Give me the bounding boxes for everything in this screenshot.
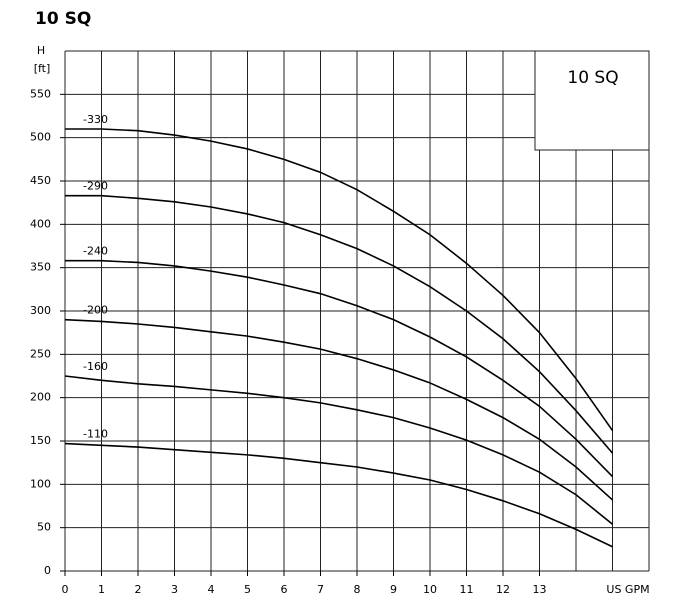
y-tick-label: 0 — [44, 564, 51, 577]
pump-curve — [65, 128, 614, 432]
y-axis-unit: [ft] — [34, 62, 51, 75]
y-tick-label: 50 — [37, 521, 51, 534]
x-tick-label: 4 — [208, 583, 215, 596]
x-tick-label: 7 — [317, 583, 324, 596]
y-tick-label: 250 — [30, 347, 51, 360]
name-box-label: 10 SQ — [567, 68, 618, 88]
x-tick-label: 13 — [533, 583, 547, 596]
x-tick-label: 10 — [423, 583, 437, 596]
x-tick-label: 9 — [390, 583, 397, 596]
curve-label: -160 — [83, 360, 108, 373]
curve-label: -290 — [83, 180, 108, 193]
curve-label: -240 — [83, 245, 108, 258]
y-axis-label: H — [37, 44, 45, 57]
y-tick-label: 200 — [30, 391, 51, 404]
y-tick-label: 550 — [30, 87, 51, 100]
y-tick-label: 450 — [30, 174, 51, 187]
chart-title: 10 SQ — [35, 9, 91, 29]
curve-label: -110 — [83, 428, 108, 441]
pump-curve — [65, 259, 614, 478]
pump-curve — [65, 194, 614, 454]
x-tick-label: 2 — [135, 583, 142, 596]
x-tick-label: 5 — [244, 583, 251, 596]
curve-label: -200 — [83, 304, 108, 317]
x-tick-label: 6 — [281, 583, 288, 596]
x-tick-label: 11 — [460, 583, 474, 596]
y-tick-label: 150 — [30, 434, 51, 447]
x-tick-label: 12 — [496, 583, 510, 596]
x-tick-label: 1 — [98, 583, 105, 596]
pump-curve — [64, 375, 614, 525]
y-tick-label: 100 — [30, 477, 51, 490]
y-tick-label: 300 — [30, 304, 51, 317]
x-tick-label: 8 — [354, 583, 361, 596]
x-tick-label: 0 — [62, 583, 69, 596]
name-box — [534, 50, 650, 151]
y-tick-label: 500 — [30, 131, 51, 144]
pump-curve — [64, 442, 613, 548]
y-tick-label: 400 — [30, 217, 51, 230]
y-tick-label: 350 — [30, 261, 51, 274]
pump-curve — [64, 318, 614, 501]
x-axis-label: US GPM — [606, 583, 649, 596]
x-tick-label: 3 — [171, 583, 178, 596]
curve-label: -330 — [83, 113, 108, 126]
